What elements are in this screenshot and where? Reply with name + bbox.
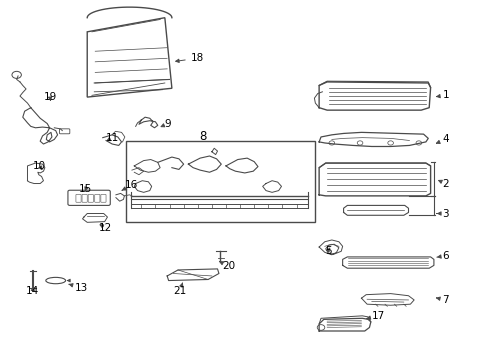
FancyBboxPatch shape — [68, 190, 110, 206]
FancyBboxPatch shape — [82, 194, 87, 202]
Polygon shape — [87, 18, 172, 97]
Text: 19: 19 — [44, 92, 57, 102]
FancyBboxPatch shape — [101, 194, 106, 202]
Text: 13: 13 — [69, 283, 88, 293]
FancyBboxPatch shape — [76, 194, 81, 202]
Circle shape — [388, 141, 393, 145]
Circle shape — [329, 141, 335, 145]
Text: 12: 12 — [99, 222, 112, 233]
Text: 11: 11 — [106, 133, 119, 143]
Circle shape — [12, 71, 22, 78]
Text: 14: 14 — [26, 286, 39, 296]
Text: 7: 7 — [437, 295, 449, 305]
Text: 6: 6 — [437, 251, 449, 261]
Text: 9: 9 — [161, 118, 172, 129]
Text: 4: 4 — [437, 134, 449, 144]
FancyBboxPatch shape — [88, 194, 93, 202]
Text: 18: 18 — [176, 53, 204, 63]
Circle shape — [416, 141, 422, 145]
Circle shape — [357, 141, 363, 145]
FancyBboxPatch shape — [59, 129, 70, 134]
Text: 2: 2 — [439, 179, 449, 189]
Text: 5: 5 — [325, 246, 331, 256]
Text: 20: 20 — [220, 261, 235, 271]
Text: 21: 21 — [173, 283, 187, 296]
Text: 3: 3 — [437, 208, 449, 219]
Text: 1: 1 — [437, 90, 449, 100]
Text: 16: 16 — [122, 180, 138, 190]
FancyBboxPatch shape — [95, 194, 100, 202]
Ellipse shape — [46, 277, 66, 284]
Bar — [126, 141, 316, 222]
Text: 15: 15 — [79, 184, 93, 194]
Text: 8: 8 — [199, 130, 206, 143]
Text: 10: 10 — [33, 161, 46, 171]
Circle shape — [317, 325, 325, 330]
Text: 17: 17 — [367, 311, 385, 321]
